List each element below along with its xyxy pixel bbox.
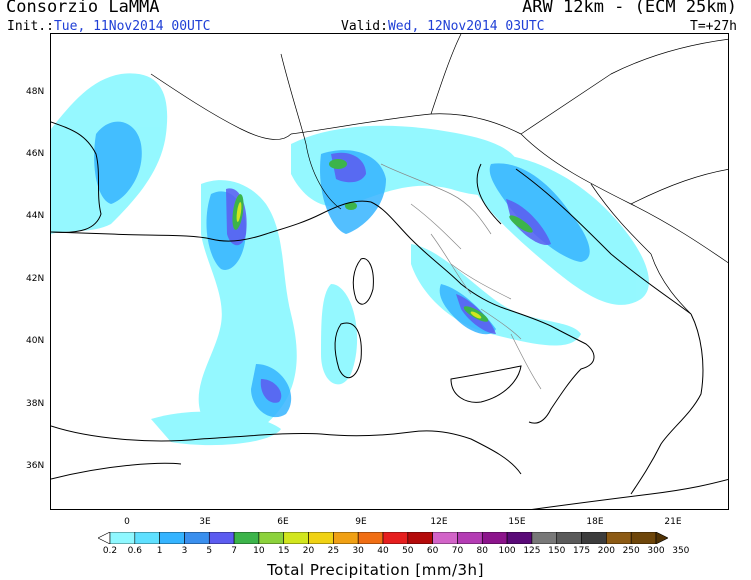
colorbar-swatch [407,532,433,544]
colorbar-level-label: 0.6 [127,546,142,556]
colorbar-swatch [283,532,309,544]
colorbar-swatch [258,532,285,544]
model-title: ARW 12km - (ECM 25km) [522,0,737,17]
colorbar-swatch [208,532,235,544]
coastlines [51,121,728,509]
colorbar-level-label: 300 [647,546,665,556]
colorbar-swatch [506,532,533,544]
lon-label: 6E [277,517,289,527]
colorbar-level-label: 7 [231,546,237,556]
colorbar-swatch [357,532,384,544]
lat-label: 42N [26,274,45,284]
colorbar-swatch [308,532,334,544]
colorbar-swatch [159,532,185,544]
colorbar-level-label: 175 [572,546,591,556]
country-borders [150,34,728,315]
colorbar-level-label: 50 [402,546,414,556]
colorbar-level-label: 150 [548,546,566,556]
colorbar-max-arrow [655,532,668,544]
colorbar-swatch [184,532,210,544]
colorbar-swatch [481,532,508,544]
lon-label: 18E [586,517,604,527]
init-label: Init.: [7,19,54,34]
colorbar-swatch [606,532,632,544]
colorbar-level-label: 100 [498,546,516,556]
colorbar-level-label: 80 [476,546,488,556]
precipitation-field-very-intense [236,202,482,319]
colorbar-swatch [531,532,558,544]
valid-label: Valid: [341,19,388,34]
colorbar-level-label: 70 [451,546,464,556]
colorbar-level-label: 125 [523,546,541,556]
colorbar-level-label: 25 [327,546,340,556]
lon-label: 21E [664,517,682,527]
colorbar-swatch [630,532,657,544]
lat-label: 38N [26,399,45,409]
map-canvas [51,34,728,509]
colorbar-swatch [134,532,160,544]
lon-label: 9E [355,517,367,527]
colorbar-level-label: 40 [377,546,389,556]
lon-label: 3E [199,517,211,527]
lat-label: 40N [26,336,45,346]
colorbar-swatch [109,532,136,544]
valid-value: Wed, 12Nov2014 03UTC [387,19,545,34]
colorbar-swatch [233,532,260,544]
italy-regions [380,163,542,390]
colorbar-level-label: 3 [181,546,188,556]
colorbar-swatch [382,532,409,544]
organization-title: Consorzio LaMMA [6,0,160,17]
colorbar-swatch [432,532,458,544]
lon-label: 0 [124,517,130,527]
colorbar-level-label: 20 [302,546,315,556]
lon-label: 12E [430,517,448,527]
colorbar [98,532,668,544]
colorbar-level-label: 0.2 [102,546,118,556]
colorbar-swatch [581,532,607,544]
precipitation-field-light [51,73,649,446]
init-value: Tue, 11Nov2014 00UTC [53,19,211,34]
forecast-step: T=+27h [690,19,737,34]
colorbar-level-label: 5 [206,546,213,556]
lat-label: 36N [26,461,45,471]
colorbar-level-label: 15 [277,546,290,556]
lat-label: 48N [26,87,45,97]
valid-time: Valid:Wed, 12Nov2014 03UTC [341,19,545,34]
lat-label: 46N [26,149,45,159]
colorbar-level-label: 200 [597,546,615,556]
colorbar-level-label: 350 [672,546,690,556]
colorbar-swatch [457,532,483,544]
colorbar-level-label: 1 [156,546,163,556]
precipitation-map [50,33,729,510]
colorbar-swatch [556,532,582,544]
colorbar-swatch [333,532,359,544]
lon-label: 15E [508,517,526,527]
colorbar-level-label: 10 [253,546,265,556]
lat-label: 44N [26,211,45,221]
colorbar-level-label: 250 [622,546,640,556]
colorbar-level-label: 60 [426,546,439,556]
init-time: Init.:Tue, 11Nov2014 00UTC [7,19,211,34]
colorbar-level-label: 30 [352,546,364,556]
colorbar-min-arrow [98,532,111,544]
colorbar-title: Total Precipitation [mm/3h] [267,561,484,579]
